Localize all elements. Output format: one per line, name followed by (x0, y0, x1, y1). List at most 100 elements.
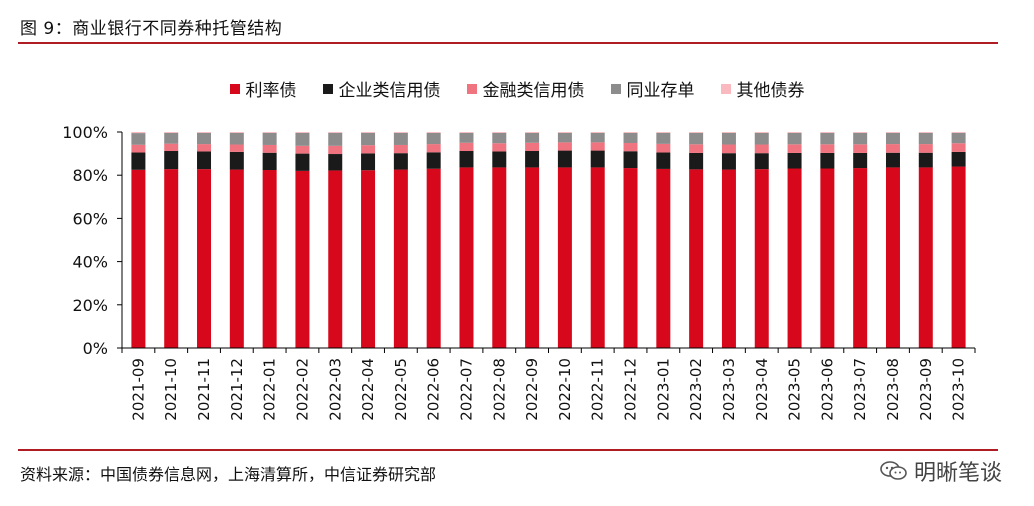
x-tick-label: 2023-08 (884, 358, 902, 421)
legend-item: 同业存单 (610, 76, 695, 101)
bar-segment (229, 151, 244, 170)
bar-segment (262, 132, 277, 133)
x-tick-label: 2021-10 (162, 358, 180, 421)
y-tick-label: 60% (72, 209, 108, 228)
bar-segment (721, 132, 736, 145)
bar-segment (623, 143, 638, 152)
x-tick-label: 2022-09 (523, 358, 541, 421)
bar-segment (197, 151, 212, 170)
bar-segment (918, 167, 933, 348)
y-tick-label: 40% (72, 253, 108, 272)
x-tick-label: 2022-05 (392, 358, 410, 421)
x-tick-label: 2023-03 (720, 358, 738, 421)
bar-segment (656, 143, 671, 153)
bar-segment (656, 132, 671, 144)
legend-swatch (720, 83, 731, 94)
legend-label: 同业存单 (626, 81, 695, 101)
watermark-text: 明晰笔谈 (913, 461, 1002, 486)
bar-segment (262, 132, 277, 145)
bar-segment (754, 153, 769, 170)
bar-segment (787, 152, 802, 169)
bar-segment (164, 151, 179, 170)
bar-segment (557, 132, 572, 143)
x-tick-label: 2022-04 (359, 358, 377, 421)
bar-segment (229, 169, 244, 348)
x-tick-label: 2023-07 (851, 358, 869, 421)
bar-segment (721, 153, 736, 170)
bar-segment (721, 144, 736, 154)
bar-segment (590, 142, 605, 151)
bar-segment (131, 144, 146, 153)
bar-segment (328, 132, 343, 133)
x-tick-label: 2023-06 (818, 358, 836, 421)
watermark: 明晰笔谈 (880, 455, 1002, 487)
bar-segment (361, 153, 376, 171)
bar-segment (131, 133, 146, 145)
bar-segment (328, 132, 343, 146)
legend-item: 利率债 (229, 76, 297, 101)
bar-segment (262, 152, 277, 171)
bar-segment (262, 170, 277, 348)
bar-segment (557, 132, 572, 133)
source-note: 资料来源：中国债券信息网，上海清算所，中信证券研究部 (20, 465, 437, 484)
bar-segment (361, 132, 376, 146)
bar-segment (492, 151, 507, 168)
bar-segment (951, 132, 966, 144)
chart-legend: 利率债 企业类信用债 金融类信用债 同业存单 其他债券 (0, 76, 1034, 101)
x-tick-label: 2023-10 (950, 358, 968, 421)
bar-segment (557, 150, 572, 168)
bar-segment (459, 167, 474, 348)
bar-segment (951, 132, 966, 133)
bar-segment (885, 152, 900, 168)
bar-segment (590, 132, 605, 133)
wechat-icon (880, 460, 908, 482)
bar-segment (656, 168, 671, 348)
bar-segment (853, 152, 868, 169)
bar-segment (229, 144, 244, 152)
bar-segment (853, 144, 868, 153)
bar-segment (328, 154, 343, 171)
bar-segment (590, 167, 605, 348)
x-tick-label: 2022-06 (425, 358, 443, 421)
legend-swatch (322, 83, 333, 94)
bar-segment (295, 132, 310, 146)
bar-segment (229, 132, 244, 133)
x-tick-label: 2023-05 (786, 358, 804, 421)
legend-swatch (229, 83, 240, 94)
bar-segment (131, 152, 146, 170)
bar-segment (393, 153, 408, 170)
bar-segment (295, 145, 310, 154)
legend-label: 金融类信用债 (482, 81, 585, 101)
bar-segment (393, 144, 408, 154)
bar-segment (229, 132, 244, 145)
bar-segment (590, 150, 605, 168)
bar-segment (787, 168, 802, 348)
bar-segment (754, 132, 769, 133)
bar-segment (689, 132, 704, 133)
bar-segment (918, 144, 933, 153)
bar-segment (295, 153, 310, 171)
bar-segment (590, 132, 605, 143)
bar-segment (393, 132, 408, 145)
bar-segment (885, 167, 900, 348)
bar-segment (623, 151, 638, 169)
bar-segment (656, 152, 671, 169)
bar-segment (459, 132, 474, 133)
x-tick-label: 2023-09 (917, 358, 935, 421)
bar-segment (885, 132, 900, 133)
bar-segment (131, 169, 146, 348)
x-tick-label: 2022-03 (326, 358, 344, 421)
legend-label: 企业类信用债 (338, 81, 441, 101)
x-tick-label: 2023-02 (687, 358, 705, 421)
bar-segment (689, 152, 704, 170)
x-tick-label: 2022-01 (261, 358, 279, 421)
bar-segment (459, 142, 474, 152)
title-rule (18, 42, 998, 44)
bar-segment (787, 132, 802, 145)
bar-segment (328, 170, 343, 348)
bar-segment (459, 132, 474, 143)
legend-item: 金融类信用债 (466, 76, 585, 101)
bar-segment (721, 132, 736, 133)
bar-segment (853, 168, 868, 348)
x-tick-label: 2022-02 (293, 358, 311, 421)
